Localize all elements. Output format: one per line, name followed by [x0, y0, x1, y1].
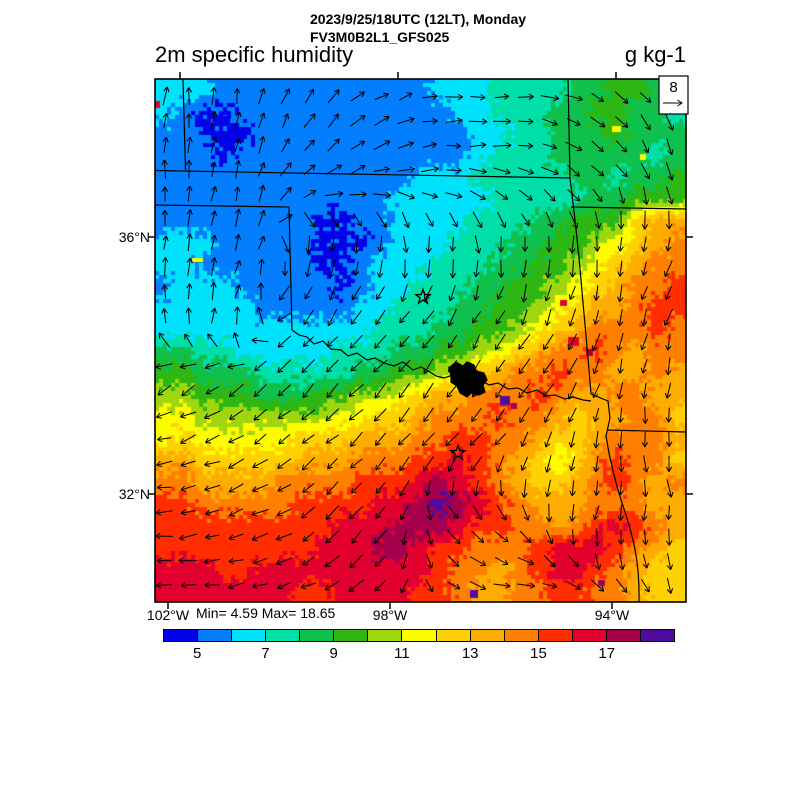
colorbar: [163, 629, 675, 642]
colorbar-segment: [435, 629, 471, 642]
plot-datetime-title: 2023/9/25/18UTC (12LT), Monday: [310, 11, 527, 27]
colorbar-segment: [401, 629, 437, 642]
colorbar-tick-label: 17: [598, 645, 616, 662]
colorbar-segment: [639, 629, 675, 642]
colorbar-tick-label: 9: [329, 645, 338, 662]
colorbar-segment: [537, 629, 573, 642]
colorbar-tick-label: 7: [261, 645, 270, 662]
colorbar-tick-label: 11: [394, 645, 410, 662]
lon-label-102w: 102°W: [146, 607, 190, 623]
colorbar-segment: [265, 629, 301, 642]
humidity-field-canvas: [155, 79, 686, 602]
minmax-stats: Min= 4.59 Max= 18.65: [196, 605, 336, 621]
colorbar-tick-label: 5: [192, 645, 202, 662]
colorbar-tick-label: 15: [530, 645, 547, 662]
colorbar-segment: [231, 629, 267, 642]
lon-label-98w: 98°W: [372, 607, 408, 623]
colorbar-segment: [469, 629, 505, 642]
lon-label-94w: 94°W: [594, 607, 630, 623]
colorbar-segment: [197, 629, 233, 642]
variable-title: 2m specific humidity: [155, 42, 354, 67]
colorbar-segment: [571, 629, 607, 642]
colorbar-segment: [163, 629, 199, 642]
colorbar-segment: [503, 629, 539, 642]
colorbar-tick-label: 13: [461, 645, 479, 662]
colorbar-segment: [333, 629, 369, 642]
lat-label-32n: 32°N: [118, 486, 150, 502]
colorbar-segment: [299, 629, 335, 642]
lat-label-36n: 36°N: [118, 229, 150, 245]
plot-model-title: FV3M0B2L1_GFS025: [310, 29, 450, 45]
colorbar-segment: [367, 629, 403, 642]
units-label: g kg-1: [624, 42, 686, 67]
colorbar-segment: [605, 629, 641, 642]
